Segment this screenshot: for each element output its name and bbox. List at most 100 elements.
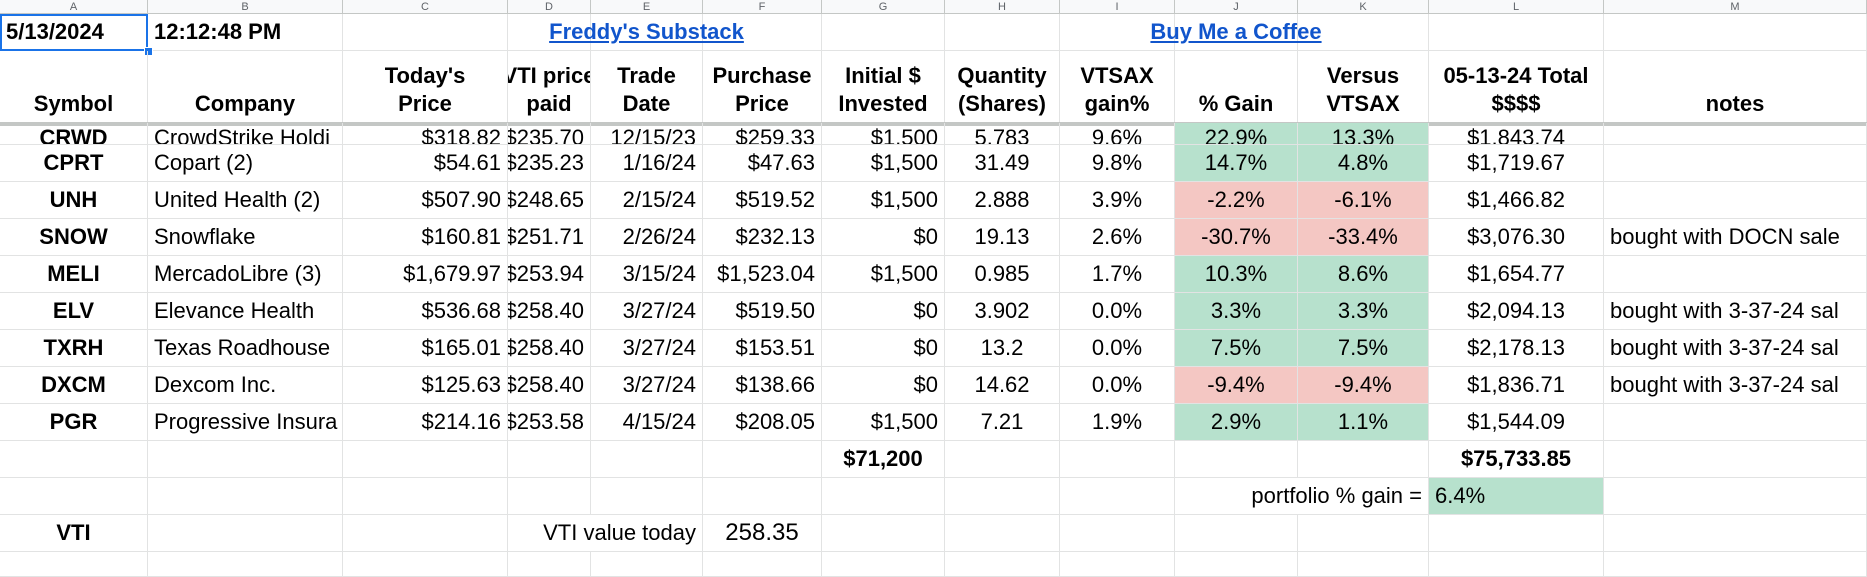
cell-total[interactable]: $1,843.74 <box>1429 123 1604 145</box>
cell-symbol[interactable]: SNOW <box>0 219 148 256</box>
cell-vtsax[interactable]: 3.9% <box>1060 182 1175 219</box>
empty-cell[interactable] <box>945 478 1060 515</box>
column-header-j[interactable]: J <box>1175 0 1298 14</box>
cell-vtsax[interactable]: 1.9% <box>1060 404 1175 441</box>
empty-cell[interactable] <box>1060 441 1175 478</box>
empty-cell[interactable] <box>822 515 945 552</box>
cell-total[interactable]: $1,466.82 <box>1429 182 1604 219</box>
empty-cell[interactable] <box>945 552 1060 577</box>
cell-purchase[interactable]: $153.51 <box>703 330 822 367</box>
cell-total[interactable]: $1,836.71 <box>1429 367 1604 404</box>
cell-symbol[interactable]: TXRH <box>0 330 148 367</box>
column-header-d[interactable]: D <box>508 0 591 14</box>
cell-company[interactable]: Snowflake <box>148 219 343 256</box>
empty-cell[interactable] <box>591 441 703 478</box>
empty-cell[interactable] <box>508 552 591 577</box>
header-company[interactable]: Company <box>148 51 343 123</box>
empty-cell[interactable] <box>703 478 822 515</box>
cell-versus[interactable]: 3.3% <box>1298 293 1429 330</box>
date-cell[interactable]: 5/13/2024 <box>0 14 148 51</box>
cell-notes[interactable] <box>1604 182 1867 219</box>
cell-versus[interactable]: 7.5% <box>1298 330 1429 367</box>
cell-company[interactable]: Copart (2) <box>148 145 343 182</box>
empty-cell[interactable] <box>822 552 945 577</box>
cell-notes[interactable]: bought with 3-37-24 sal <box>1604 330 1867 367</box>
cell-vtsax[interactable]: 0.0% <box>1060 330 1175 367</box>
cell-qty[interactable]: 0.985 <box>945 256 1060 293</box>
header-vti-paid[interactable]: VTI price paid <box>508 51 591 123</box>
column-header-b[interactable]: B <box>148 0 343 14</box>
cell-qty[interactable]: 14.62 <box>945 367 1060 404</box>
column-header-g[interactable]: G <box>822 0 945 14</box>
cell-vtsax[interactable]: 0.0% <box>1060 293 1175 330</box>
cell-vti[interactable]: $235.70 <box>508 123 591 145</box>
cell-vti[interactable]: $235.23 <box>508 145 591 182</box>
empty-cell[interactable] <box>343 14 508 51</box>
cell-versus[interactable]: -33.4% <box>1298 219 1429 256</box>
cell-company[interactable]: CrowdStrike Holdi <box>148 123 343 145</box>
cell-company[interactable]: Dexcom Inc. <box>148 367 343 404</box>
empty-cell[interactable] <box>1298 552 1429 577</box>
header-total[interactable]: 05-13-24 Total $$$$ <box>1429 51 1604 123</box>
cell-symbol[interactable]: CRWD <box>0 123 148 145</box>
cell-notes[interactable] <box>1604 404 1867 441</box>
header-trade-date[interactable]: Trade Date <box>591 51 703 123</box>
cell-initial[interactable]: $0 <box>822 219 945 256</box>
cell-company[interactable]: United Health (2) <box>148 182 343 219</box>
empty-cell[interactable] <box>1429 552 1604 577</box>
header-symbol[interactable]: Symbol <box>0 51 148 123</box>
cell-vti[interactable]: $248.65 <box>508 182 591 219</box>
empty-cell[interactable] <box>1298 441 1429 478</box>
cell-price[interactable]: $1,679.97 <box>343 256 508 293</box>
empty-cell[interactable] <box>508 478 591 515</box>
cell-total[interactable]: $1,654.77 <box>1429 256 1604 293</box>
cell-gain[interactable]: 3.3% <box>1175 293 1298 330</box>
cell-notes[interactable]: bought with DOCN sale <box>1604 219 1867 256</box>
header-notes[interactable]: notes <box>1604 51 1867 123</box>
portfolio-gain-value[interactable]: 6.4% <box>1429 478 1604 515</box>
empty-cell[interactable] <box>1060 552 1175 577</box>
cell-qty[interactable]: 13.2 <box>945 330 1060 367</box>
cell-price[interactable]: $54.61 <box>343 145 508 182</box>
header-initial[interactable]: Initial $ Invested <box>822 51 945 123</box>
cell-vti[interactable]: $258.40 <box>508 293 591 330</box>
cell-company[interactable]: Progressive Insura <box>148 404 343 441</box>
cell-gain[interactable]: -9.4% <box>1175 367 1298 404</box>
cell-purchase[interactable]: $519.50 <box>703 293 822 330</box>
portfolio-gain-label[interactable]: portfolio % gain = <box>1175 478 1429 515</box>
empty-cell[interactable] <box>703 14 822 51</box>
cell-initial[interactable]: $0 <box>822 293 945 330</box>
time-cell[interactable]: 12:12:48 PM <box>148 14 343 51</box>
cell-notes[interactable]: bought with 3-37-24 sal <box>1604 293 1867 330</box>
empty-cell[interactable] <box>822 14 945 51</box>
empty-cell[interactable] <box>343 478 508 515</box>
cell-price[interactable]: $160.81 <box>343 219 508 256</box>
cell-price[interactable]: $507.90 <box>343 182 508 219</box>
empty-cell[interactable] <box>703 552 822 577</box>
cell-symbol[interactable]: ELV <box>0 293 148 330</box>
header-today-price[interactable]: Today's Price <box>343 51 508 123</box>
header-pct-gain[interactable]: % Gain <box>1175 51 1298 123</box>
cell-purchase[interactable]: $232.13 <box>703 219 822 256</box>
cell-notes[interactable] <box>1604 123 1867 145</box>
cell-vtsax[interactable]: 1.7% <box>1060 256 1175 293</box>
cell-vti[interactable]: $258.40 <box>508 367 591 404</box>
empty-cell[interactable] <box>1060 14 1175 51</box>
vti-value-cell[interactable]: 258.35 <box>703 515 822 552</box>
empty-cell[interactable] <box>1604 478 1867 515</box>
cell-date[interactable]: 3/27/24 <box>591 330 703 367</box>
cell-gain[interactable]: 7.5% <box>1175 330 1298 367</box>
cell-gain[interactable]: 2.9% <box>1175 404 1298 441</box>
cell-qty[interactable]: 19.13 <box>945 219 1060 256</box>
cell-purchase[interactable]: $519.52 <box>703 182 822 219</box>
cell-initial[interactable]: $1,500 <box>822 182 945 219</box>
cell-notes[interactable]: bought with 3-37-24 sal <box>1604 367 1867 404</box>
cell-total[interactable]: $1,719.67 <box>1429 145 1604 182</box>
empty-cell[interactable] <box>1429 515 1604 552</box>
cell-total[interactable]: $3,076.30 <box>1429 219 1604 256</box>
empty-cell[interactable] <box>703 441 822 478</box>
cell-symbol[interactable]: DXCM <box>0 367 148 404</box>
cell-vtsax[interactable]: 0.0% <box>1060 367 1175 404</box>
cell-symbol[interactable]: MELI <box>0 256 148 293</box>
cell-versus[interactable]: 1.1% <box>1298 404 1429 441</box>
